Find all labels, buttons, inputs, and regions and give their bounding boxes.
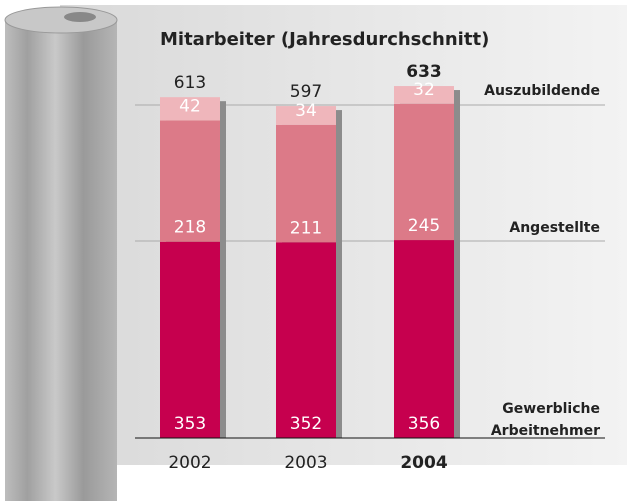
paper-roll-top [5, 7, 117, 33]
x-tick-label: 2003 [284, 453, 327, 473]
paper-roll [5, 20, 117, 501]
x-tick-label: 2002 [168, 453, 211, 473]
value-label: 211 [290, 218, 322, 238]
series-label: Gewerbliche Arbeitnehmer [490, 398, 600, 442]
value-label: 32 [413, 80, 435, 100]
value-label: 352 [290, 414, 322, 434]
total-label: 633 [406, 62, 442, 82]
paper-roll-core [64, 12, 96, 22]
chart-container: Mitarbeiter (Jahresdurchschnitt) 353 218 4… [0, 0, 627, 501]
value-label: 353 [174, 414, 206, 434]
value-label: 42 [179, 97, 201, 117]
x-tick-label: 2004 [400, 453, 447, 473]
bar-segment [394, 240, 454, 438]
bar-segment [276, 242, 336, 438]
bar-segment [160, 242, 220, 438]
total-label: 613 [174, 73, 206, 93]
series-label: Angestellte [470, 217, 600, 239]
series-label: Auszubildende [470, 80, 600, 102]
total-label: 597 [290, 82, 322, 102]
value-label: 356 [408, 414, 440, 434]
chart-title: Mitarbeiter (Jahresdurchschnitt) [160, 29, 489, 50]
value-label: 218 [174, 218, 206, 238]
value-label: 245 [408, 216, 440, 236]
value-label: 34 [295, 101, 317, 121]
